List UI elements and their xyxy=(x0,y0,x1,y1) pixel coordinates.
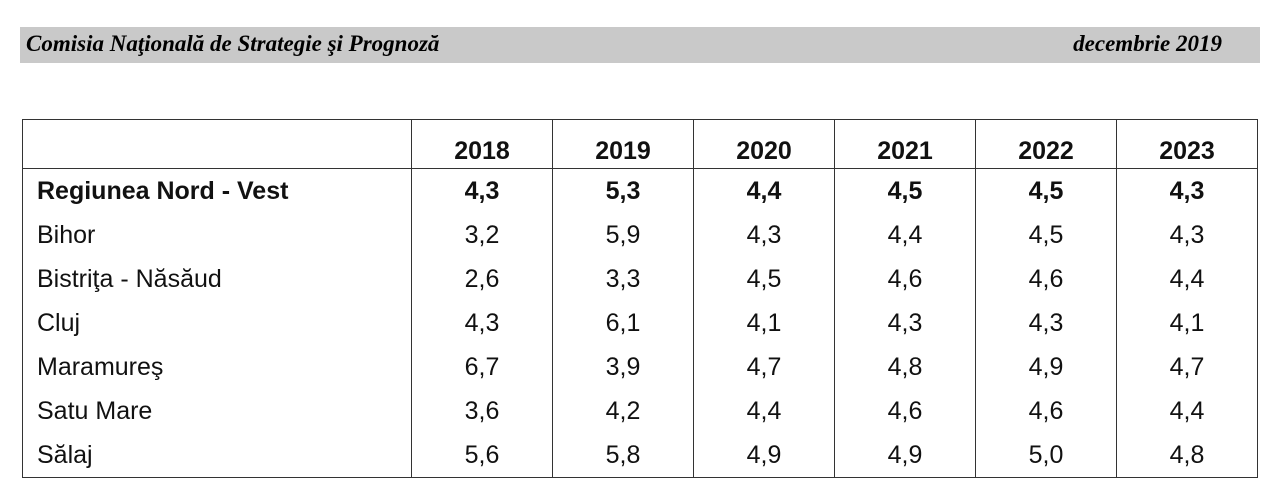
table-cell: 4,2 xyxy=(552,389,694,433)
table-cell: 6,1 xyxy=(552,301,694,345)
row-label: Cluj xyxy=(22,301,412,345)
table-cell: 4,8 xyxy=(834,345,976,389)
column-header: 2019 xyxy=(552,119,694,169)
table-cell: 3,2 xyxy=(411,213,553,257)
header-blank-cell xyxy=(22,119,412,169)
table-cell: 4,6 xyxy=(975,257,1117,301)
table-cell: 5,0 xyxy=(975,433,1117,478)
table-cell: 4,7 xyxy=(1116,345,1258,389)
table-cell: 4,1 xyxy=(1116,301,1258,345)
table-cell: 4,9 xyxy=(975,345,1117,389)
table-cell: 4,3 xyxy=(411,168,553,213)
row-label: Bistriţa - Năsăud xyxy=(22,257,412,301)
column-header: 2018 xyxy=(411,119,553,169)
table-row-region-total: Regiunea Nord - Vest 4,3 5,3 4,4 4,5 4,5… xyxy=(22,168,1258,213)
table-row: Cluj 4,3 6,1 4,1 4,3 4,3 4,1 xyxy=(22,301,1258,345)
column-header: 2022 xyxy=(975,119,1117,169)
forecast-table: 2018 2019 2020 2021 2022 2023 Regiunea N… xyxy=(22,119,1258,478)
table-cell: 4,3 xyxy=(1116,168,1258,213)
table-row: Satu Mare 3,6 4,2 4,4 4,6 4,6 4,4 xyxy=(22,389,1258,433)
row-label: Sălaj xyxy=(22,433,412,478)
row-label: Bihor xyxy=(22,213,412,257)
table-cell: 4,5 xyxy=(975,213,1117,257)
table-header-row: 2018 2019 2020 2021 2022 2023 xyxy=(22,119,1258,169)
table-cell: 4,6 xyxy=(975,389,1117,433)
table-cell: 3,3 xyxy=(552,257,694,301)
table-cell: 4,5 xyxy=(693,257,835,301)
table-cell: 4,3 xyxy=(1116,213,1258,257)
table-cell: 4,6 xyxy=(834,257,976,301)
table-cell: 5,9 xyxy=(552,213,694,257)
column-header: 2023 xyxy=(1116,119,1258,169)
table-cell: 4,4 xyxy=(693,389,835,433)
table-cell: 3,9 xyxy=(552,345,694,389)
table-cell: 4,9 xyxy=(834,433,976,478)
column-header: 2021 xyxy=(834,119,976,169)
table-cell: 5,3 xyxy=(552,168,694,213)
table-row: Bistriţa - Năsăud 2,6 3,3 4,5 4,6 4,6 4,… xyxy=(22,257,1258,301)
table-cell: 4,8 xyxy=(1116,433,1258,478)
table-cell: 2,6 xyxy=(411,257,553,301)
row-label: Satu Mare xyxy=(22,389,412,433)
column-header: 2020 xyxy=(693,119,835,169)
table-cell: 4,3 xyxy=(693,213,835,257)
table-cell: 4,3 xyxy=(975,301,1117,345)
institution-title: Comisia Naţională de Strategie şi Progno… xyxy=(26,31,440,56)
table-cell: 5,6 xyxy=(411,433,553,478)
table-row: Bihor 3,2 5,9 4,3 4,4 4,5 4,3 xyxy=(22,213,1258,257)
row-label: Regiunea Nord - Vest xyxy=(22,168,412,213)
table-cell: 4,5 xyxy=(975,168,1117,213)
table-cell: 4,9 xyxy=(693,433,835,478)
table-cell: 4,4 xyxy=(1116,389,1258,433)
table-cell: 4,4 xyxy=(834,213,976,257)
table-cell: 4,7 xyxy=(693,345,835,389)
table-cell: 4,6 xyxy=(834,389,976,433)
table-row: Maramureş 6,7 3,9 4,7 4,8 4,9 4,7 xyxy=(22,345,1258,389)
table-cell: 4,5 xyxy=(834,168,976,213)
row-label: Maramureş xyxy=(22,345,412,389)
table-cell: 4,1 xyxy=(693,301,835,345)
table-cell: 4,4 xyxy=(693,168,835,213)
table-cell: 3,6 xyxy=(411,389,553,433)
header-bar: Comisia Naţională de Strategie şi Progno… xyxy=(20,27,1260,63)
table-cell: 6,7 xyxy=(411,345,553,389)
table-row: Sălaj 5,6 5,8 4,9 4,9 5,0 4,8 xyxy=(22,433,1258,478)
table-cell: 4,3 xyxy=(411,301,553,345)
data-table-container: 2018 2019 2020 2021 2022 2023 Regiunea N… xyxy=(22,119,1258,479)
table-cell: 5,8 xyxy=(552,433,694,478)
report-date: decembrie 2019 xyxy=(1073,31,1222,56)
table-cell: 4,4 xyxy=(1116,257,1258,301)
table-cell: 4,3 xyxy=(834,301,976,345)
